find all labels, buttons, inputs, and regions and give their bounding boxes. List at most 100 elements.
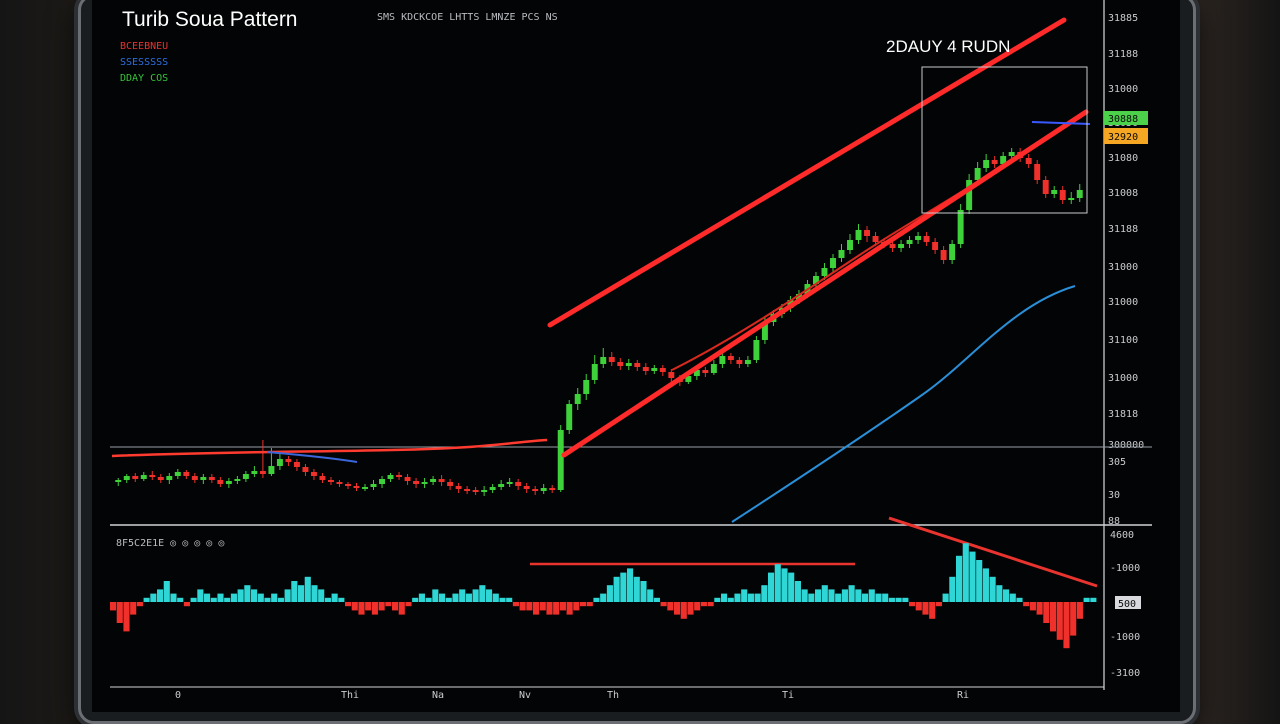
candle [991, 156, 998, 168]
candle [855, 224, 862, 244]
svg-text:32920: 32920 [1108, 132, 1138, 143]
candle [200, 474, 207, 484]
histogram-bar [116, 602, 123, 623]
histogram-bar [217, 593, 224, 602]
price-badge-green: 30888 [1104, 111, 1148, 125]
histogram-bar [190, 597, 197, 602]
price-axis-label: 300000 [1108, 440, 1144, 451]
price-axis-label: 31008 [1108, 188, 1138, 199]
candle [302, 464, 309, 476]
candle [566, 400, 573, 434]
legend-entry-2: SSESSSSS [120, 57, 168, 68]
histogram-bar [412, 597, 419, 602]
histogram-bar [546, 602, 553, 615]
histogram-bar [613, 576, 620, 602]
histogram-bar [157, 589, 164, 602]
price-axis-label: 31818 [1108, 409, 1138, 420]
candle [404, 474, 411, 485]
indicator-trend-line [888, 516, 1098, 588]
histogram-bar [204, 593, 211, 602]
candle [557, 425, 564, 492]
candle [1042, 176, 1049, 198]
price-axis-label: 31000 [1108, 373, 1138, 384]
candle [923, 232, 930, 246]
indicator-histogram [110, 543, 1097, 649]
histogram-bar [835, 593, 842, 602]
price-axis-label: 31100 [1108, 335, 1138, 346]
histogram-bar [197, 589, 204, 602]
candle [1034, 160, 1041, 184]
histogram-bar [942, 593, 949, 602]
histogram-bar [371, 602, 378, 615]
candle [625, 359, 632, 370]
histogram-bar [136, 602, 143, 607]
candle [736, 357, 743, 368]
candle [812, 272, 819, 288]
candle [932, 238, 939, 254]
histogram-bar [277, 597, 284, 602]
header-text: SMS KDCKCOE LHTTS LMNZE PCS NS [377, 12, 558, 23]
trading-chart-screen: Turib Soua Pattern SMS KDCKCOE LHTTS LMN… [92, 0, 1180, 712]
histogram-bar [1050, 602, 1057, 632]
candle [387, 473, 394, 482]
histogram-bar [667, 602, 674, 611]
candle [830, 254, 836, 272]
candle [583, 374, 590, 400]
histogram-bar [566, 602, 573, 615]
candle [668, 369, 675, 382]
red-trend-ma [671, 164, 1003, 371]
candle [481, 486, 488, 496]
candle [915, 232, 922, 244]
candle [864, 226, 871, 242]
histogram-bar [345, 602, 352, 607]
histogram-bar [365, 602, 372, 611]
svg-text:30888: 30888 [1108, 114, 1138, 125]
histogram-bar [734, 593, 741, 602]
histogram-bar [150, 593, 157, 602]
histogram-bar [586, 602, 593, 607]
blue-level-marker [1031, 121, 1091, 125]
candle [608, 352, 615, 366]
histogram-bar [378, 602, 385, 611]
histogram-bar [351, 602, 358, 611]
histogram-bar [996, 585, 1003, 602]
histogram-bar [1043, 602, 1050, 623]
candle [515, 479, 522, 490]
histogram-bar [868, 589, 875, 602]
histogram-bar [284, 589, 291, 602]
candle [617, 358, 624, 370]
chart-title: Turib Soua Pattern [122, 8, 298, 31]
histogram-bar [647, 589, 654, 602]
candle [727, 353, 734, 364]
histogram-bar [257, 593, 264, 602]
candle [455, 483, 462, 493]
histogram-bar [506, 597, 513, 602]
indicator-badge: 500 [1115, 596, 1141, 610]
candle [464, 486, 471, 494]
histogram-bar [244, 585, 251, 602]
candle [140, 472, 147, 481]
candle [345, 482, 351, 489]
histogram-bar [747, 593, 754, 602]
histogram-bar [163, 581, 170, 602]
candle [421, 478, 428, 488]
price-chart: Turib Soua Pattern SMS KDCKCOE LHTTS LMN… [110, 0, 1152, 701]
candle [940, 246, 947, 264]
histogram-bar [123, 602, 130, 632]
histogram-bar [660, 602, 667, 607]
candle [753, 336, 760, 363]
histogram-bar [1016, 597, 1023, 602]
legend-entry-1: BCEEBNEU [120, 41, 168, 52]
histogram-bar [633, 576, 640, 602]
annotation-label: 2DAUY 4 RUDN [886, 37, 1010, 56]
histogram-bar [680, 602, 687, 619]
histogram-bar [620, 572, 627, 602]
candle [642, 363, 649, 375]
candle [1059, 186, 1066, 204]
histogram-bar [956, 555, 963, 602]
histogram-bar [815, 589, 822, 602]
candle [242, 471, 249, 482]
histogram-bar [902, 597, 909, 602]
histogram-bar [982, 568, 989, 602]
histogram-bar [1036, 602, 1043, 615]
